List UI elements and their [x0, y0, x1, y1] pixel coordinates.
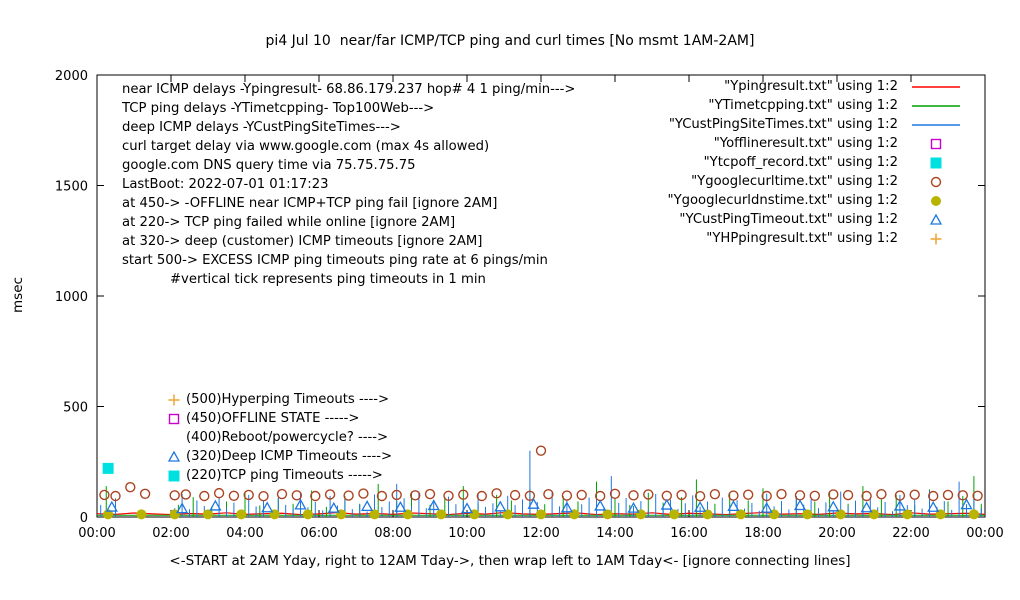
level-label-text: (320)Deep ICMP Timeouts ----> — [186, 449, 393, 464]
level-label-row: (220)TCP ping Timeouts -----> — [166, 466, 392, 485]
series-Ygooglecurldnstime.txt — [103, 509, 979, 520]
legend-entry: "YHPpingresult.txt" using 1:2 — [668, 229, 965, 248]
legend-entry: "YTimetcpping.txt" using 1:2 — [668, 96, 965, 115]
legend-label: "Ygooglecurldnstime.txt" using 1:2 — [667, 193, 899, 208]
plus-icon — [168, 394, 180, 405]
info-line: deep ICMP delays -YCustPingSiteTimes---> — [122, 120, 401, 135]
series-YCustPingTimeout.txt — [105, 497, 973, 514]
triangle-open-icon — [167, 450, 181, 462]
x-axis-caption: <-START at 2AM Yday, right to 12AM Tday-… — [169, 553, 851, 569]
level-label-row: (320)Deep ICMP Timeouts ----> — [166, 447, 392, 466]
square-filled-icon — [930, 157, 942, 168]
info-annotation-block: near ICMP delays -Ypingresult- 68.86.179… — [122, 80, 575, 289]
y-tick-label: 1500 — [55, 180, 88, 195]
circle-open-icon — [930, 176, 942, 187]
info-line: google.com DNS query time via 75.75.75.7… — [122, 158, 416, 173]
legend-entry: "Ytcpoff_record.txt" using 1:2 — [668, 153, 965, 172]
level-marker-spacer — [166, 430, 182, 446]
info-line: at 220-> TCP ping failed while online [i… — [122, 215, 456, 230]
x-tick-label: 02:00 — [152, 526, 189, 541]
y-tick-label: 0 — [80, 511, 88, 526]
level-annotation-block: (500)Hyperping Timeouts ----> (450)OFFLIN… — [166, 390, 392, 485]
info-line: at 320-> deep (customer) ICMP timeouts [… — [122, 234, 483, 249]
plus-icon — [930, 233, 942, 244]
legend-label: "Ygooglecurltime.txt" using 1:2 — [691, 174, 898, 189]
y-tick-label: 1000 — [55, 290, 88, 305]
x-tick-label: 00:00 — [966, 526, 1003, 541]
legend-line-sample — [912, 104, 960, 107]
series-Ygooglecurltime.txt — [99, 445, 983, 502]
legend-label: "YCustPingSiteTimes.txt" using 1:2 — [668, 117, 898, 132]
x-tick-label: 22:00 — [892, 526, 929, 541]
legend-label: "YCustPingTimeout.txt" using 1:2 — [679, 212, 898, 227]
info-line: curl target delay via www.google.com (ma… — [122, 139, 490, 154]
legend-entry: "Ypingresult.txt" using 1:2 — [668, 77, 965, 96]
triangle-open-icon — [929, 213, 943, 225]
info-line: #vertical tick represents ping timeouts … — [170, 272, 486, 287]
level-label-text: (450)OFFLINE STATE -----> — [186, 411, 360, 426]
circle-filled-icon — [931, 195, 941, 206]
x-tick-label: 18:00 — [744, 526, 781, 541]
series-Ytcpoff_record.txt — [102, 462, 114, 474]
square-filled-icon — [168, 470, 180, 481]
chart-title: pi4 Jul 10 near/far ICMP/TCP ping and cu… — [265, 33, 755, 49]
x-tick-label: 16:00 — [670, 526, 707, 541]
x-tick-label: 20:00 — [818, 526, 855, 541]
legend-entry: "Ygooglecurldnstime.txt" using 1:2 — [668, 191, 965, 210]
x-tick-label: 12:00 — [522, 526, 559, 541]
x-tick-label: 10:00 — [448, 526, 485, 541]
info-line: TCP ping delays -YTimetcpping- Top100Web… — [122, 101, 435, 116]
level-label-row: (400)Reboot/powercycle? ----> — [166, 428, 392, 447]
legend-entry: "YCustPingTimeout.txt" using 1:2 — [668, 210, 965, 229]
info-line: at 450-> -OFFLINE near ICMP+TCP ping fai… — [122, 196, 498, 211]
x-tick-label: 04:00 — [226, 526, 263, 541]
legend-label: "YHPpingresult.txt" using 1:2 — [706, 231, 898, 246]
level-label-text: (220)TCP ping Timeouts -----> — [186, 468, 383, 483]
legend-entry: "Ygooglecurltime.txt" using 1:2 — [668, 172, 965, 191]
x-tick-label: 14:00 — [596, 526, 633, 541]
legend: "Ypingresult.txt" using 1:2 "YTimetcpping… — [668, 77, 965, 248]
axes: 00:00 02:00 04:00 06:00 08:00 10:00 12:00 14:00… — [55, 69, 1004, 541]
level-label-text: (400)Reboot/powercycle? ----> — [186, 430, 389, 445]
legend-label: "Yofflineresult.txt" using 1:2 — [713, 136, 898, 151]
x-tick-label: 00:00 — [78, 526, 115, 541]
square-open-icon — [930, 138, 942, 149]
legend-label: "Ytcpoff_record.txt" using 1:2 — [703, 155, 898, 170]
legend-label: "Ypingresult.txt" using 1:2 — [724, 79, 898, 94]
legend-line-sample — [912, 85, 960, 88]
y-tick-label: 2000 — [55, 69, 88, 84]
legend-line-sample — [912, 123, 960, 126]
legend-entry: "Yofflineresult.txt" using 1:2 — [668, 134, 965, 153]
info-line: start 500-> EXCESS ICMP ping timeouts pi… — [122, 253, 548, 268]
info-line: near ICMP delays -Ypingresult- 68.86.179… — [122, 82, 576, 97]
info-line: LastBoot: 2022-07-01 01:17:23 — [122, 177, 329, 192]
legend-label: "YTimetcpping.txt" using 1:2 — [708, 98, 898, 113]
x-tick-label: 08:00 — [374, 526, 411, 541]
level-label-text: (500)Hyperping Timeouts ----> — [186, 392, 390, 407]
y-tick-label: 500 — [63, 401, 88, 416]
legend-entry: "YCustPingSiteTimes.txt" using 1:2 — [668, 115, 965, 134]
x-tick-label: 06:00 — [300, 526, 337, 541]
level-label-row: (450)OFFLINE STATE -----> — [166, 409, 392, 428]
level-label-row: (500)Hyperping Timeouts ----> — [166, 390, 392, 409]
square-open-icon — [168, 413, 180, 424]
